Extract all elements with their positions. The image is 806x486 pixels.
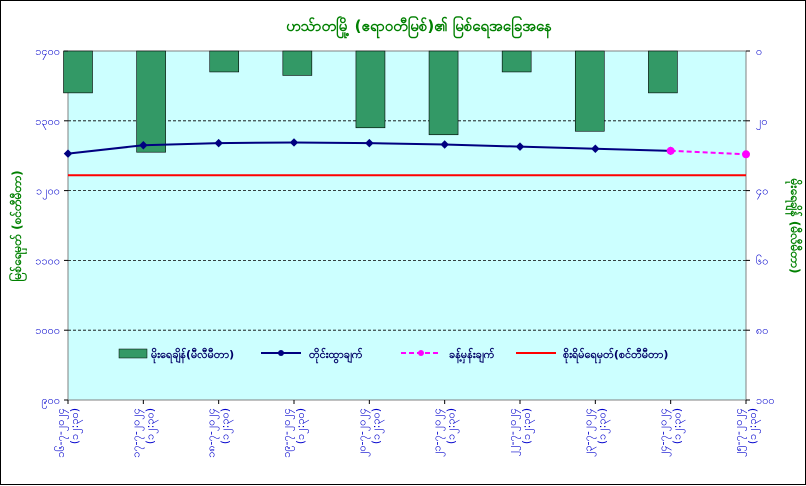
svg-text:(၁၂:၃၀): (၁၂:၃၀) bbox=[445, 408, 460, 444]
rainfall-bar bbox=[501, 50, 532, 73]
rainfall-bar bbox=[282, 50, 313, 76]
svg-text:၂၂-၇-၂၀၂၄: ၂၂-၇-၂၀၂၄ bbox=[506, 408, 521, 456]
y-right-tick-label: ၄၀ bbox=[756, 185, 768, 200]
x-tick-label: ၂၄-၇-၂၀၂၄ (၁၂:၃၀) bbox=[657, 408, 686, 457]
svg-text:၁၇-၇-၂၀၂၄: ၁၇-၇-၂၀၂၄ bbox=[129, 408, 144, 458]
svg-text:၁၆-၇-၂၀၂၄: ၁၆-၇-၂၀၂၄ bbox=[54, 408, 69, 458]
svg-text:(၁၂:၃၀): (၁၂:၃၀) bbox=[68, 408, 83, 444]
rainfall-bar bbox=[136, 50, 166, 153]
svg-text:၂၄-၇-၂၀၂၄: ၂၄-၇-၂၀၂၄ bbox=[657, 408, 672, 457]
y-left-tick-label: ၉၀၀ bbox=[41, 394, 60, 409]
legend-swatch-rainfall bbox=[118, 348, 148, 359]
y-right-tick-label: ၈၀ bbox=[756, 324, 768, 337]
svg-text:၂၅-၇-၂၀၂၄: ၂၅-၇-၂၀၂၄ bbox=[732, 408, 747, 457]
rainfall-bar bbox=[648, 50, 678, 94]
measured-point bbox=[440, 140, 449, 149]
y-left-tick-label: ၁၄၀၀ bbox=[35, 45, 60, 60]
legend-marker-forecast bbox=[418, 350, 424, 356]
svg-text:(၁၂:၃၀): (၁၂:၃၀) bbox=[671, 408, 686, 444]
plot-area bbox=[67, 50, 747, 401]
x-tick-label: ၂၂-၇-၂၀၂၄ (၁၂:၃၀) bbox=[506, 408, 535, 456]
y-left-tick-label: ၁၂၀၀ bbox=[36, 185, 60, 200]
legend-label-danger: စိုးရိမ်ရေမှတ်(စင်တီမီတာ) bbox=[563, 347, 668, 364]
y-axis-left-label: မြစ်ရေမှတ် (စင်တီမီတာ) bbox=[7, 170, 28, 281]
svg-text:(၁၂:၃၀): (၁၂:၃၀) bbox=[294, 408, 309, 444]
y-right-tick-label: ၀ bbox=[756, 45, 762, 58]
svg-text:၂၀-၇-၂၀၂၄: ၂၀-၇-၂၀၂၄ bbox=[355, 408, 370, 457]
rainfall-bar bbox=[63, 50, 93, 94]
rainfall-bar bbox=[428, 50, 459, 136]
x-tick-label: ၁၈-၇-၂၀၂၄ (၁၂:၃၀) bbox=[205, 408, 234, 458]
rainfall-bar bbox=[355, 50, 386, 129]
y-right-tick-label: ၆၀ bbox=[756, 254, 768, 267]
measured-point bbox=[139, 140, 148, 150]
svg-text:(၁၂:၃၀): (၁၂:၃၀) bbox=[746, 408, 761, 444]
forecast-line bbox=[670, 149, 747, 156]
svg-text:၁၈-၇-၂၀၂၄: ၁၈-၇-၂၀၂၄ bbox=[205, 408, 220, 458]
svg-text:(၁၂:၃၀): (၁၂:၃၀) bbox=[520, 408, 535, 444]
y-left-tick-label: ၁၃၀၀ bbox=[35, 115, 60, 130]
y-left-tick-label: ၁၁၀၀ bbox=[35, 254, 60, 267]
y-right-tick-label: ၂၀ bbox=[756, 115, 768, 130]
measured-point bbox=[214, 138, 223, 148]
measured-point bbox=[365, 138, 374, 148]
legend: မိုးရေချိန်(မီလီမီတာ) တိုင်းထွာချက် ခန့်… bbox=[118, 347, 668, 364]
svg-text:၂၁-၇-၂၀၂၄: ၂၁-၇-၂၀၂၄ bbox=[431, 408, 446, 457]
y-right-tick-label: ၁၀၀ bbox=[756, 394, 775, 407]
svg-text:၂၃-၇-၂၀၂၄: ၂၃-၇-၂၀၂၄ bbox=[581, 408, 596, 457]
chart-title: ဟသ်ာတမြို့ (ဧရာဝတီမြစ်)၏ မြစ်ရေအခြေအနေ bbox=[286, 15, 552, 39]
x-tick-label: ၁၇-၇-၂၀၂၄ (၁၂:၃၀) bbox=[129, 408, 158, 458]
x-tick-label: ၂၅-၇-၂၀၂၄ (၁၂:၃၀) bbox=[732, 408, 761, 457]
y-left-tick-label: ၁၀၀၀ bbox=[35, 324, 60, 337]
svg-text:(၁၂:၃၀): (၁၂:၃၀) bbox=[595, 408, 610, 444]
forecast-point bbox=[742, 150, 750, 159]
legend-label-forecast: ခန့်မှန်းချက် bbox=[449, 347, 495, 364]
svg-text:၁၉-၇-၂၀၂၄: ၁၉-၇-၂၀၂၄ bbox=[280, 408, 295, 458]
rainfall-bar bbox=[574, 50, 605, 132]
x-tick-label: ၁၉-၇-၂၀၂၄ (၁၂:၃၀) bbox=[280, 408, 309, 458]
svg-text:(၁၂:၃၀): (၁၂:၃၀) bbox=[143, 408, 158, 444]
forecast-point bbox=[666, 146, 675, 155]
rainfall-bar bbox=[209, 50, 240, 73]
y-axis-right-label: မိုးရေချိန် (မီလီမီတာ) bbox=[784, 178, 804, 274]
x-tick-label: ၂၀-၇-၂၀၂၄ (၁၂:၃၀) bbox=[355, 408, 384, 457]
x-tick-label: ၁၆-၇-၂၀၂၄ (၁၂:၃၀) bbox=[54, 408, 83, 458]
x-tick-label: ၂၁-၇-၂၀၂၄ (၁၂:၃၀) bbox=[431, 408, 460, 457]
svg-text:(၁၂:၃၀): (၁၂:၃၀) bbox=[219, 408, 234, 444]
measured-point bbox=[289, 138, 299, 147]
svg-text:(၁၂:၃၀): (၁၂:၃၀) bbox=[369, 408, 384, 444]
legend-label-rainfall: မိုးရေချိန်(မီလီမီတာ) bbox=[151, 347, 234, 364]
legend-marker-measured bbox=[278, 350, 284, 356]
x-tick-label: ၂၃-၇-၂၀၂၄ (၁၂:၃၀) bbox=[581, 408, 610, 457]
legend-label-measured: တိုင်းထွာချက် bbox=[309, 347, 363, 364]
